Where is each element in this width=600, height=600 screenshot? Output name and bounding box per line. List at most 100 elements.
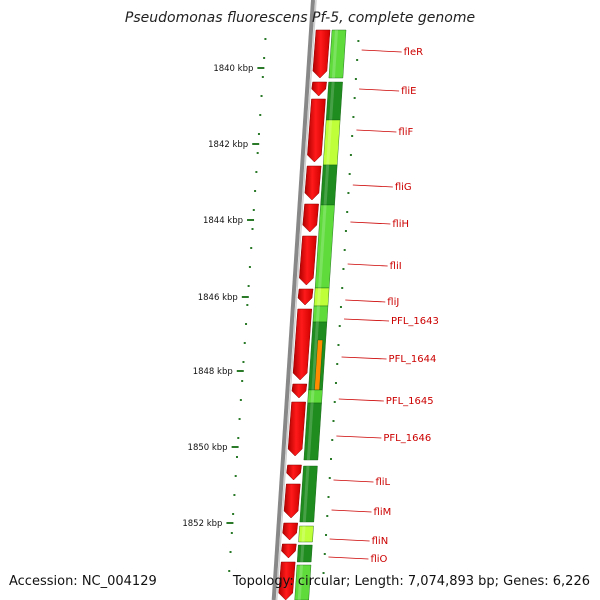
- accession-text: Accession: NC_004129: [9, 574, 157, 589]
- kbp-label: 1846 kbp: [198, 293, 238, 303]
- track-dot: [341, 287, 344, 289]
- track-dot: [343, 249, 346, 251]
- gene-label: PFL_1644: [389, 354, 437, 365]
- track-dot: [322, 572, 325, 574]
- scale-dot: [264, 38, 267, 40]
- gene-leader-line: [356, 129, 397, 133]
- forward-cds-arrow: [312, 29, 331, 79]
- scale-labels: 1840 kbp 1842 kbp 1844 kbp 1846 kbp 1848 kbp…: [182, 64, 265, 529]
- track-dot: [349, 154, 352, 156]
- track-dot: [357, 40, 360, 42]
- cds-highlight: [331, 30, 339, 78]
- cds-highlight: [297, 565, 303, 600]
- track-dot: [353, 97, 356, 99]
- genome-backbone: [271, 0, 317, 600]
- map-title: Pseudomonas fluorescens Pf-5, complete g…: [124, 10, 476, 26]
- scale-dot: [242, 361, 245, 363]
- scale-dot: [232, 513, 235, 515]
- scale-dot: [246, 304, 249, 306]
- reverse-cds-block: [299, 465, 318, 523]
- scale-dot: [256, 152, 259, 154]
- feature-track: [294, 29, 347, 600]
- scale-dot: [247, 285, 250, 287]
- forward-cds-arrow: [282, 522, 299, 541]
- gene-label: PFL_1645: [386, 396, 434, 407]
- label-leaders: fleR fliE fliF fliG fliH fliI fliJ PFL_1643 PFL_…: [328, 47, 439, 565]
- gene-leader-line: [361, 49, 402, 53]
- track-dot: [336, 363, 339, 365]
- gene-label: fliN: [372, 536, 389, 547]
- scale-dot: [241, 380, 244, 382]
- cds-highlight: [302, 466, 310, 522]
- reverse-cds-block: [313, 287, 330, 307]
- reverse-cds-block: [325, 81, 343, 121]
- scale-dot: [255, 171, 258, 173]
- scale-dot: [257, 133, 260, 135]
- track-dot: [354, 78, 357, 80]
- gene-leader-line: [352, 184, 393, 188]
- track-dot: [337, 344, 340, 346]
- scale-dot: [254, 190, 257, 192]
- gene-leader-line: [333, 479, 374, 483]
- track-dot: [334, 382, 337, 384]
- track-dot: [326, 515, 329, 517]
- backbone-line-inner: [275, 0, 317, 600]
- gene-label: fliL: [375, 477, 390, 488]
- kbp-label: 1844 kbp: [203, 216, 243, 226]
- scale-dot: [237, 437, 240, 439]
- forward-cds-arrow: [297, 288, 314, 306]
- reverse-cds-block: [328, 29, 347, 79]
- cds-highlight: [318, 205, 327, 288]
- gene-label: fliF: [398, 127, 413, 138]
- gene-label: PFL_1643: [391, 316, 439, 327]
- gene-leader-line: [341, 356, 387, 360]
- gene-label: fliJ: [387, 297, 399, 308]
- reverse-cds-block: [320, 164, 338, 206]
- forward-cds-arrow: [281, 543, 297, 559]
- kbp-label: 1842 kbp: [208, 140, 248, 150]
- scale-dot: [228, 570, 231, 572]
- scale-dot: [260, 95, 263, 97]
- kbp-label: 1850 kbp: [188, 443, 228, 453]
- scale-dot: [243, 342, 246, 344]
- scale-dot: [230, 532, 233, 534]
- scale-dot: [245, 323, 248, 325]
- cds-highlight: [323, 165, 330, 205]
- gene-leader-line: [336, 435, 382, 439]
- scale-dot: [250, 247, 253, 249]
- scale-dot: [263, 57, 266, 59]
- forward-cds-arrow: [299, 235, 317, 286]
- cds-highlight: [310, 390, 315, 403]
- forward-cds-arrow: [311, 81, 327, 97]
- forward-cds-arrow: [291, 383, 308, 399]
- track-dot: [323, 553, 326, 555]
- kbp-label: 1840 kbp: [213, 64, 253, 74]
- cds-highlight: [306, 403, 314, 460]
- forward-cds-arrow: [292, 308, 313, 381]
- track-dot: [333, 401, 336, 403]
- cds-highlight: [326, 120, 333, 165]
- gene-label: fliE: [401, 86, 416, 97]
- track-dot: [338, 325, 341, 327]
- track-dot: [330, 458, 333, 460]
- gene-leader-line: [338, 398, 384, 402]
- reverse-cds-block: [312, 305, 329, 323]
- gene-leader-line: [328, 556, 369, 560]
- track-dot: [339, 306, 342, 308]
- gene-leader-line: [347, 263, 388, 267]
- cds-highlight: [329, 82, 335, 120]
- track-dot: [347, 192, 350, 194]
- gene-label: fliO: [370, 554, 387, 565]
- gene-leader-line: [345, 299, 386, 303]
- scale-dot: [252, 209, 255, 211]
- gene-leader-line: [350, 221, 391, 225]
- track-dot: [348, 173, 351, 175]
- forward-cds-arrow: [307, 98, 326, 163]
- cds-highlight: [300, 545, 305, 562]
- track-dot: [342, 268, 345, 270]
- scale-dot: [235, 456, 238, 458]
- gene-leader-line: [359, 88, 400, 92]
- cds-highlight: [316, 288, 322, 306]
- cds-highlight: [301, 526, 306, 542]
- gene-leader-line: [329, 538, 370, 542]
